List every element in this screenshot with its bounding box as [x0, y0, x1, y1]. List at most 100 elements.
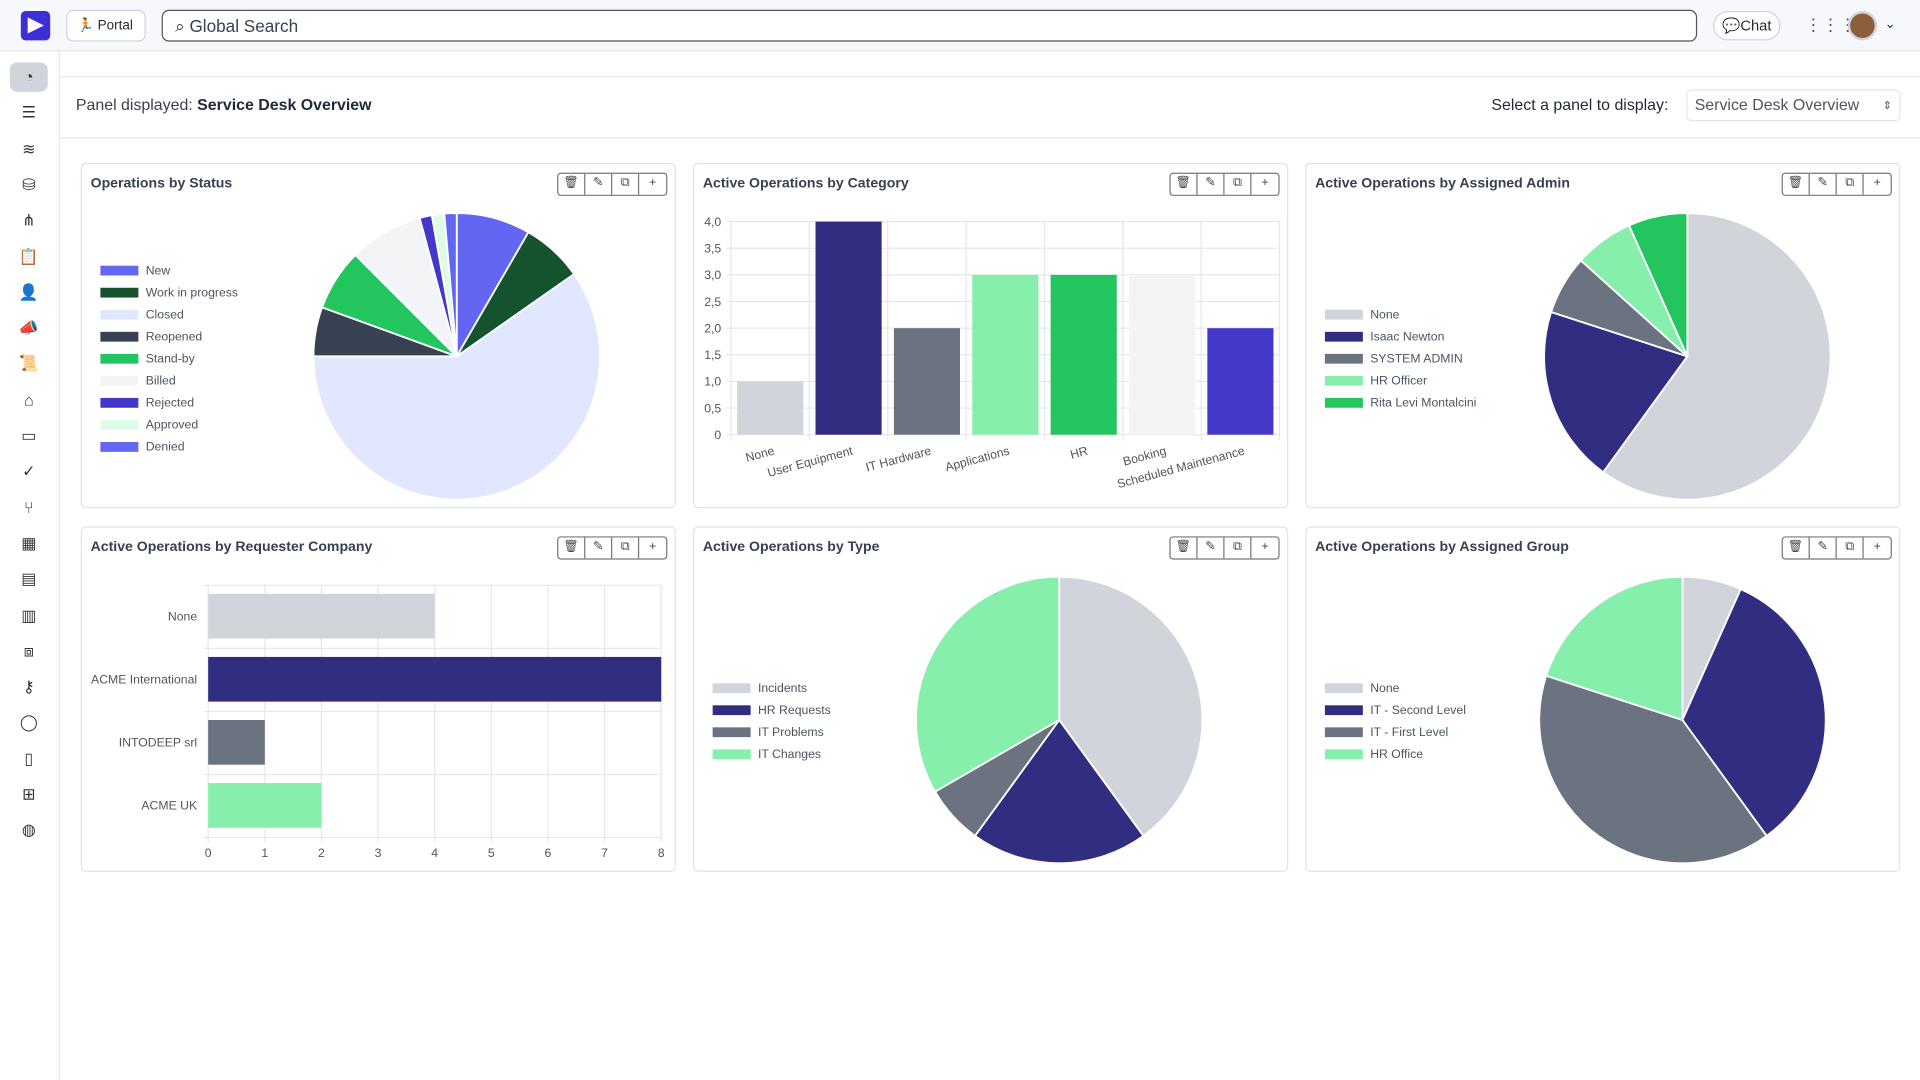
sidebar-clipboard-icon[interactable]: 📋	[18, 246, 39, 266]
legend-item[interactable]: Denied	[100, 436, 238, 458]
edit-icon[interactable]: ✎	[1198, 537, 1225, 559]
sidebar-list-icon[interactable]: ☰	[21, 103, 36, 122]
delete-icon[interactable]: 🗑	[558, 537, 586, 559]
delete-icon[interactable]: 🗑	[1783, 173, 1810, 195]
add-icon[interactable]: +	[649, 540, 657, 554]
sidebar-calendar-icon[interactable]: ▦	[21, 533, 37, 553]
bar[interactable]	[815, 221, 882, 435]
legend-item[interactable]: HR Office	[1324, 743, 1466, 765]
bar[interactable]	[208, 783, 322, 828]
legend-item[interactable]: Incidents	[712, 677, 831, 699]
sidebar-bar-chart-icon[interactable]: ▥	[21, 605, 37, 624]
sidebar-megaphone-icon[interactable]: 📣	[18, 318, 39, 337]
edit-icon[interactable]: ✎	[1198, 173, 1225, 195]
bar[interactable]	[1050, 274, 1117, 435]
sidebar-chat-icon[interactable]: ◯	[19, 713, 38, 732]
legend-item[interactable]: IT - First Level	[1324, 721, 1466, 743]
add-icon[interactable]: +	[1873, 176, 1881, 190]
duplicate-icon[interactable]: ⧉	[1837, 173, 1864, 195]
bar[interactable]	[737, 381, 804, 435]
pie-slice[interactable]	[1058, 575, 1204, 838]
legend-item[interactable]: HR Officer	[1324, 370, 1476, 392]
sidebar-globe-icon[interactable]: ◍	[21, 820, 36, 840]
sidebar-user-icon[interactable]: 👤	[18, 282, 39, 301]
sidebar-key-icon[interactable]: ⚷	[22, 677, 35, 696]
search-placeholder: Global Search	[189, 15, 299, 36]
sidebar-garage-icon[interactable]: ⌂	[23, 390, 34, 409]
pie-slice[interactable]	[973, 718, 1145, 865]
sidebar-check-circle-icon[interactable]: ✓	[22, 461, 36, 481]
sidebar-wifi-icon[interactable]: ≋	[22, 139, 36, 158]
edit-icon[interactable]: ✎	[1810, 173, 1837, 195]
edit-icon[interactable]: ✎	[585, 173, 613, 195]
sidebar-org-chart-icon[interactable]: ⋔	[22, 210, 36, 230]
legend-item[interactable]: None	[1324, 304, 1476, 326]
pie-slice[interactable]	[443, 212, 458, 357]
legend-item[interactable]: IT Changes	[712, 743, 831, 765]
legend-label: HR Officer	[1370, 374, 1428, 388]
legend-item[interactable]: Reopened	[100, 326, 238, 348]
sidebar-git-branch-icon[interactable]: ⑂	[23, 497, 34, 517]
bar[interactable]	[972, 274, 1039, 435]
add-icon[interactable]: +	[1261, 540, 1269, 554]
legend-item[interactable]: Rita Levi Montalcini	[1324, 392, 1476, 414]
legend-item[interactable]: Work in progress	[100, 282, 238, 304]
add-icon[interactable]: +	[1873, 540, 1881, 554]
legend-item[interactable]: Billed	[100, 370, 238, 392]
sidebar-dashboard-icon[interactable]: ◔	[9, 62, 48, 92]
pie-slice[interactable]	[1538, 674, 1768, 865]
legend-item[interactable]: Approved	[100, 414, 238, 436]
portal-button[interactable]: 🏃 Portal	[66, 9, 146, 42]
bar[interactable]	[208, 593, 435, 639]
legend-item[interactable]: Stand-by	[100, 348, 238, 370]
duplicate-icon[interactable]: ⧉	[1224, 173, 1252, 195]
delete-icon[interactable]: 🗑	[558, 173, 586, 195]
app-logo[interactable]: ▶	[20, 11, 51, 41]
chat-button[interactable]: 💬Chat	[1713, 11, 1781, 41]
bar[interactable]	[1207, 328, 1274, 435]
legend-item[interactable]: Isaac Newton	[1324, 326, 1476, 348]
edit-icon[interactable]: ✎	[585, 537, 613, 559]
duplicate-icon[interactable]: ⧉	[1837, 537, 1864, 559]
chevron-down-icon[interactable]: ⌄	[1884, 17, 1896, 32]
pie-slice[interactable]	[1543, 310, 1689, 474]
delete-icon[interactable]: 🗑	[1783, 537, 1810, 559]
legend-item[interactable]: Rejected	[100, 392, 238, 414]
pie-slice[interactable]	[1627, 212, 1689, 357]
sidebar-table-icon[interactable]: ▤	[21, 569, 37, 588]
legend-item[interactable]: IT - Second Level	[1324, 699, 1466, 721]
legend-item[interactable]: SYSTEM ADMIN	[1324, 348, 1476, 370]
pie-slice[interactable]	[1601, 212, 1832, 501]
panel-select[interactable]: Service Desk Overview ⇕	[1686, 89, 1901, 122]
legend-item[interactable]: New	[100, 260, 238, 282]
duplicate-icon[interactable]: ⧉	[1224, 537, 1252, 559]
add-icon[interactable]: +	[1261, 176, 1269, 190]
legend-item[interactable]: HR Requests	[712, 699, 831, 721]
legend-item[interactable]: Closed	[100, 304, 238, 326]
add-icon[interactable]: +	[649, 176, 657, 190]
delete-icon[interactable]: 🗑	[1171, 173, 1198, 195]
pie-slice[interactable]	[1545, 575, 1684, 722]
bar[interactable]	[893, 328, 961, 435]
edit-icon[interactable]: ✎	[1810, 537, 1837, 559]
bar[interactable]	[1128, 274, 1196, 435]
legend-item[interactable]: IT Problems	[712, 721, 831, 743]
user-avatar[interactable]	[1847, 11, 1878, 41]
duplicate-icon[interactable]: ⧉	[612, 173, 640, 195]
sidebar-document-icon[interactable]: ▯	[24, 749, 34, 768]
sidebar-sitemap-icon[interactable]: ⊞	[22, 784, 36, 804]
sidebar-laptop-icon[interactable]: ▭	[21, 426, 37, 445]
pie-slice[interactable]	[312, 272, 601, 501]
global-search-input[interactable]: ⌕ Global Search	[161, 9, 1698, 42]
apps-grid-icon[interactable]: ⋮⋮⋮	[1804, 14, 1857, 35]
pie-slice[interactable]	[1681, 587, 1827, 838]
delete-icon[interactable]: 🗑	[1171, 537, 1198, 559]
bar[interactable]	[208, 656, 662, 702]
duplicate-icon[interactable]: ⧉	[612, 537, 640, 559]
pie-slice[interactable]	[915, 575, 1061, 793]
sidebar-database-icon[interactable]: ⛁	[22, 174, 36, 194]
sidebar-box-icon[interactable]: ⧈	[23, 641, 34, 660]
legend-item[interactable]: None	[1324, 677, 1466, 699]
bar[interactable]	[208, 720, 265, 765]
sidebar-scroll-icon[interactable]: 📜	[18, 354, 39, 373]
